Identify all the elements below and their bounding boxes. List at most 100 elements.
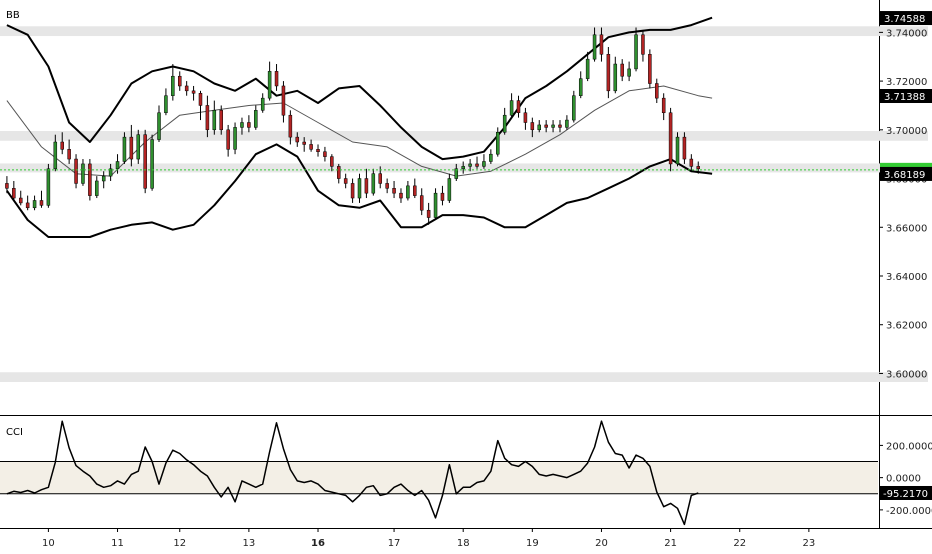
price-axis-tick-label: 3.70000 (886, 126, 927, 137)
candle-body (260, 97, 265, 111)
candle-body (46, 168, 51, 206)
cci-value-labels: -95.2170 (880, 485, 932, 500)
candle-body (164, 95, 168, 114)
candle-body (578, 78, 583, 96)
candle-body (122, 136, 127, 162)
candle-body (157, 112, 161, 140)
candle-body (558, 124, 562, 128)
candlestick-series (5, 27, 701, 225)
time-axis-tick-label: 22 (733, 538, 746, 549)
time-axis-tick-label: 12 (173, 538, 186, 549)
price-label: 3.71388 (884, 92, 925, 103)
candle-body (267, 71, 272, 99)
candle-body (240, 122, 244, 128)
candle-body (115, 161, 120, 170)
candle-body (350, 183, 355, 199)
candle-body (364, 178, 369, 194)
candle-body (101, 175, 106, 182)
price-zone (0, 131, 928, 141)
time-axis-tick-label: 11 (111, 538, 124, 549)
candle-body (599, 34, 604, 55)
price-label-bg (880, 89, 932, 104)
price-zone (0, 372, 928, 382)
price-axis-tick-label: 3.66000 (886, 223, 927, 234)
bollinger-middle-band (6, 85, 713, 177)
time-axis-tick-label: 10 (42, 538, 55, 549)
candle-body (357, 178, 362, 199)
candle-body (392, 188, 396, 194)
candle-body (274, 71, 279, 87)
cci-axis-tick-label: -200.0000 (886, 506, 932, 517)
cci-value-label-bg (880, 485, 932, 500)
candle-body (177, 75, 182, 87)
candle-body (198, 93, 203, 106)
price-label: 3.68189 (884, 170, 925, 181)
candle-body (136, 134, 141, 160)
candle-body (641, 34, 645, 55)
candle-body (627, 68, 631, 77)
candle-body (509, 100, 514, 116)
time-axis-tick-label: 19 (526, 538, 539, 549)
candle-body (516, 100, 521, 114)
candle-body (5, 183, 9, 189)
time-axis-tick-label: 20 (595, 538, 608, 549)
candle-body (288, 114, 293, 138)
time-axis: 10 11 12 13 16 17 18 19 20 21 22 23 (42, 528, 815, 549)
time-axis-tick-label: 23 (802, 538, 815, 549)
candle-body (12, 188, 16, 199)
candle-body (675, 136, 680, 165)
candle-body (661, 97, 666, 114)
candle-body (323, 151, 327, 157)
bollinger-bands (6, 16, 713, 238)
candle-body (129, 136, 134, 160)
candle-body (468, 163, 472, 167)
candle-body (544, 124, 548, 128)
cci-axis: 200.0000 0.0000 -200.0000 (879, 441, 932, 517)
candle-body (634, 34, 638, 70)
candle-body (67, 149, 71, 160)
candle-body (343, 178, 348, 184)
candle-body (502, 114, 507, 133)
candle-body (254, 110, 258, 128)
price-axis-tick-label: 3.62000 (886, 321, 927, 332)
candle-body (226, 129, 230, 150)
price-label: 3.74588 (884, 14, 925, 25)
candle-body (489, 153, 493, 162)
candle-body (233, 127, 237, 150)
candle-body (682, 136, 687, 160)
cci-series-line (6, 420, 699, 526)
candle-body (316, 149, 320, 152)
candle-body (482, 161, 486, 167)
candle-body (496, 132, 500, 155)
candle-body (620, 63, 624, 77)
candle-body (74, 158, 78, 184)
price-axis-tick-label: 3.60000 (886, 369, 927, 380)
candle-body (150, 139, 154, 189)
bb-pane-title: BB (6, 10, 20, 21)
candle-body (281, 85, 286, 116)
time-axis-tick-label: 18 (457, 538, 470, 549)
candle-body (302, 141, 306, 145)
candle-body (426, 209, 431, 218)
price-label-bg (880, 166, 932, 181)
candle-body (295, 136, 300, 143)
cci-pane-title: CCI (6, 427, 23, 438)
cci-axis-tick-label: 0.0000 (886, 474, 921, 485)
candle-body (433, 192, 438, 218)
candle-body (551, 124, 555, 128)
time-axis-tick-label: 21 (664, 538, 677, 549)
candle-body (413, 185, 417, 196)
time-axis-tick-label: 13 (243, 538, 256, 549)
candle-body (330, 156, 334, 167)
candle-body (592, 34, 597, 60)
candle-body (399, 192, 403, 199)
candle-body (668, 112, 673, 165)
candle-body (378, 173, 382, 184)
candle-body (88, 163, 92, 196)
candle-body (406, 185, 410, 199)
price-axis-tick-label: 3.74000 (886, 28, 927, 39)
candle-body (419, 195, 424, 211)
candle-body (440, 192, 445, 201)
candle-body (572, 95, 576, 121)
